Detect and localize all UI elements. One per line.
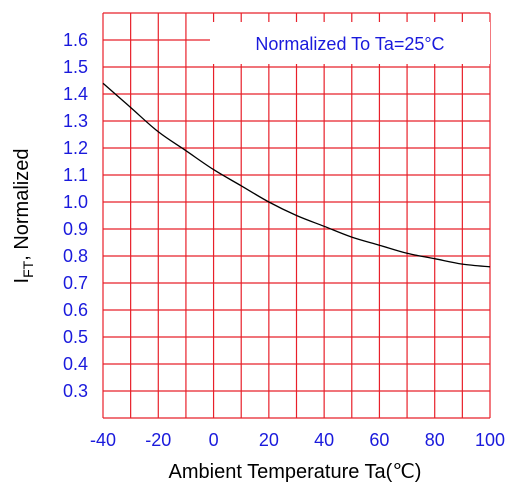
y-tick-labels: 1.6 1.5 1.4 1.3 1.2 1.1 1.0 0.9 0.8 0.7 0.6 0.5 0.4 0… — [63, 30, 88, 401]
y-tick-label: 1.3 — [63, 111, 88, 131]
series — [102, 82, 491, 268]
y-tick-label: 0.5 — [63, 327, 88, 347]
x-tick-label: 100 — [475, 430, 505, 450]
y-tick-label: 1.5 — [63, 57, 88, 77]
annotation: Normalized To Ta=25°C — [255, 34, 444, 54]
x-tick-label: 60 — [369, 430, 389, 450]
y-tick-label: 0.6 — [63, 300, 88, 320]
x-tick-label: -40 — [90, 430, 116, 450]
y-axis-title-suffix: , Normalized — [11, 149, 33, 261]
y-tick-label: 1.1 — [63, 165, 88, 185]
y-axis-title-subscript: FT — [20, 260, 36, 278]
y-tick-label: 1.4 — [63, 84, 88, 104]
y-tick-label: 0.9 — [63, 219, 88, 239]
y-tick-label: 1.6 — [63, 30, 88, 50]
x-tick-label: 80 — [425, 430, 445, 450]
x-tick-label: 40 — [314, 430, 334, 450]
x-tick-labels: -40 -20 0 20 40 60 80 100 — [90, 430, 505, 450]
grid — [102, 12, 491, 419]
y-tick-label: 0.3 — [63, 381, 88, 401]
y-tick-label: 0.4 — [63, 354, 88, 374]
y-axis-title: IFT, Normalized — [11, 149, 36, 284]
x-tick-label: 0 — [209, 430, 219, 450]
x-tick-label: -20 — [145, 430, 171, 450]
x-axis-title: Ambient Temperature Ta(℃) — [169, 461, 422, 483]
annotation-box — [210, 22, 490, 64]
y-axis-title-main: I — [11, 278, 33, 284]
y-tick-label: 0.8 — [63, 246, 88, 266]
y-tick-label: 0.7 — [63, 273, 88, 293]
series-line — [102, 82, 491, 268]
y-tick-label: 1.0 — [63, 192, 88, 212]
y-tick-label: 1.2 — [63, 138, 88, 158]
x-tick-label: 20 — [259, 430, 279, 450]
